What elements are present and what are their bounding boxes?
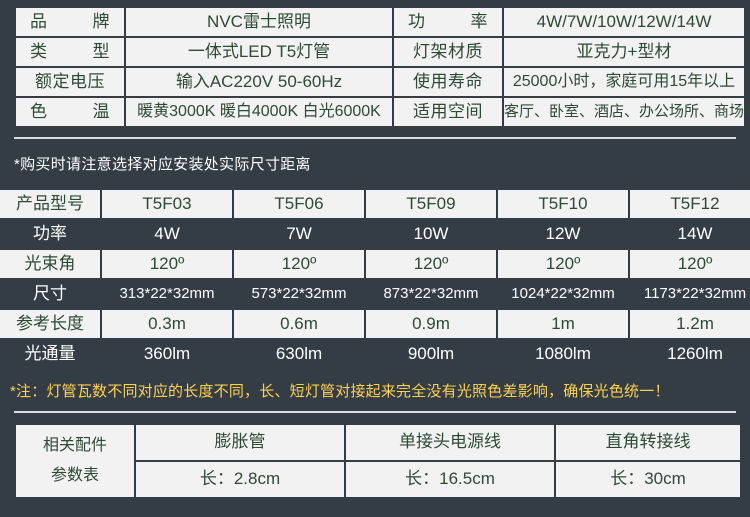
model-row-header-beam-angle: 光束角	[0, 250, 100, 278]
table-row: 相关配件 参数表 膨胀管 单接头电源线 直角转接线	[16, 425, 740, 497]
model-cell: 573*22*32mm	[234, 280, 364, 308]
model-cell: 14W	[630, 220, 750, 248]
model-cell: 120º	[102, 250, 232, 278]
model-row-header-reference-length: 参考长度	[0, 310, 100, 338]
spec-value-frame-material: 亚克力+型材	[504, 38, 744, 66]
spec-value-application-space: 客厅、卧室、酒店、办公场所、商场等	[504, 98, 750, 126]
spec-label-application-space: 适用空间	[394, 98, 502, 126]
table-row: 尺寸 313*22*32mm 573*22*32mm 873*22*32mm 1…	[0, 280, 750, 308]
accessories-label-line1: 相关配件	[42, 436, 107, 454]
spec-label-type-char2: 型	[92, 41, 110, 61]
accessory-name: 单接头电源线	[346, 425, 554, 460]
model-cell: T5F10	[498, 190, 628, 218]
model-cell: 1080lm	[498, 340, 628, 368]
spec-label-brand-char2: 牌	[92, 11, 110, 31]
table-row: 光束角 120º 120º 120º 120º 120º	[0, 250, 750, 278]
model-cell: 630lm	[234, 340, 364, 368]
spec-label-color-temp-char1: 色	[30, 101, 48, 121]
model-cell: T5F06	[234, 190, 364, 218]
table-row: 类 型 一体式LED T5灯管 灯架材质 亚克力+型材	[16, 38, 744, 66]
model-row-header-product-model: 产品型号	[0, 190, 100, 218]
spec-label-rated-voltage: 额定电压	[16, 68, 124, 96]
table-row: 色 温 暖黄3000K 暖白4000K 白光6000K 适用空间 客厅、卧室、酒…	[16, 98, 750, 126]
model-cell: 1024*22*32mm	[498, 280, 628, 308]
spec-label-brand: 品 牌	[16, 8, 124, 36]
model-cell: 900lm	[366, 340, 496, 368]
model-cell: 7W	[234, 220, 364, 248]
accessory-value: 长：2.8cm	[136, 462, 344, 497]
spec-table: 品 牌 NVC雷士照明 功 率 4W/7W/10W/12W/14W 类	[14, 6, 750, 128]
model-cell: 360lm	[102, 340, 232, 368]
spec-label-color-temp-char2: 温	[92, 101, 110, 121]
divider-bottom	[14, 411, 736, 413]
divider-top	[14, 137, 736, 139]
table-row: 额定电压 输入AC220V 50-60Hz 使用寿命 25000小时，家庭可用1…	[16, 68, 744, 96]
model-cell: 120º	[366, 250, 496, 278]
model-cell: 1173*22*32mm	[630, 280, 750, 308]
spec-label-lifespan: 使用寿命	[394, 68, 502, 96]
accessories-table-label: 相关配件 参数表	[16, 425, 134, 497]
model-cell: 4W	[102, 220, 232, 248]
accessories-table: 相关配件 参数表 膨胀管 单接头电源线 直角转接线 长：2.8cm 长：16.5…	[14, 423, 742, 499]
purchase-note: *购买时请注意选择对应安装处实际尺寸距离	[14, 156, 311, 173]
accessories-label-line2: 参数表	[50, 467, 99, 484]
spec-value-type: 一体式LED T5灯管	[126, 38, 392, 66]
model-cell: T5F09	[366, 190, 496, 218]
spec-label-frame-material: 灯架材质	[394, 38, 502, 66]
model-row-header-luminous-flux: 光通量	[0, 340, 100, 368]
table-row: 品 牌 NVC雷士照明 功 率 4W/7W/10W/12W/14W	[16, 8, 744, 36]
spec-label-type: 类 型	[16, 38, 124, 66]
model-cell: 120º	[630, 250, 750, 278]
spec-value-color-temperature: 暖黄3000K 暖白4000K 白光6000K	[126, 98, 392, 126]
table-row: 参考长度 0.3m 0.6m 0.9m 1m 1.2m	[0, 310, 750, 338]
model-cell: 873*22*32mm	[366, 280, 496, 308]
spec-label-type-char1: 类	[30, 41, 48, 61]
model-cell: 0.9m	[366, 310, 496, 338]
spec-label-brand-char1: 品	[30, 11, 48, 31]
spec-value-lifespan: 25000小时，家庭可用15年以上	[504, 68, 744, 96]
model-table: 产品型号 T5F03 T5F06 T5F09 T5F10 T5F12 功率 4W…	[0, 188, 750, 370]
spec-label-power-char1: 功	[408, 11, 426, 31]
spec-label-color-temperature: 色 温	[16, 98, 124, 126]
spec-value-brand: NVC雷士照明	[126, 8, 392, 36]
spec-table-section: 品 牌 NVC雷士照明 功 率 4W/7W/10W/12W/14W 类	[0, 0, 750, 128]
spec-value-rated-voltage: 输入AC220V 50-60Hz	[126, 68, 392, 96]
accessory-value: 长：30cm	[556, 462, 740, 497]
table-row: 功率 4W 7W 10W 12W 14W	[0, 220, 750, 248]
model-cell: 120º	[234, 250, 364, 278]
spec-label-power: 功 率	[394, 8, 502, 36]
table-row: 产品型号 T5F03 T5F06 T5F09 T5F10 T5F12	[0, 190, 750, 218]
model-cell: 0.3m	[102, 310, 232, 338]
accessory-name: 直角转接线	[556, 425, 740, 460]
model-cell: 12W	[498, 220, 628, 248]
model-cell: 0.6m	[234, 310, 364, 338]
model-cell: 1.2m	[630, 310, 750, 338]
model-row-header-power: 功率	[0, 220, 100, 248]
accessories-table-section: 相关配件 参数表 膨胀管 单接头电源线 直角转接线 长：2.8cm 长：16.5…	[0, 413, 750, 499]
warning-note: *注：灯管瓦数不同对应的长度不同，长、短灯管对接起来完全没有光照色差影响，确保光…	[10, 383, 670, 400]
model-cell: 1260lm	[630, 340, 750, 368]
model-cell: T5F12	[630, 190, 750, 218]
spec-label-power-char2: 率	[470, 11, 488, 31]
model-cell: 1m	[498, 310, 628, 338]
model-cell: 313*22*32mm	[102, 280, 232, 308]
model-cell: 10W	[366, 220, 496, 248]
model-cell: T5F03	[102, 190, 232, 218]
table-row: 光通量 360lm 630lm 900lm 1080lm 1260lm	[0, 340, 750, 368]
model-cell: 120º	[498, 250, 628, 278]
model-row-header-dimensions: 尺寸	[0, 280, 100, 308]
table-row: 长：2.8cm 长：16.5cm 长：30cm	[16, 462, 740, 497]
accessory-name: 膨胀管	[136, 425, 344, 460]
spec-value-power: 4W/7W/10W/12W/14W	[504, 8, 744, 36]
accessory-value: 长：16.5cm	[346, 462, 554, 497]
